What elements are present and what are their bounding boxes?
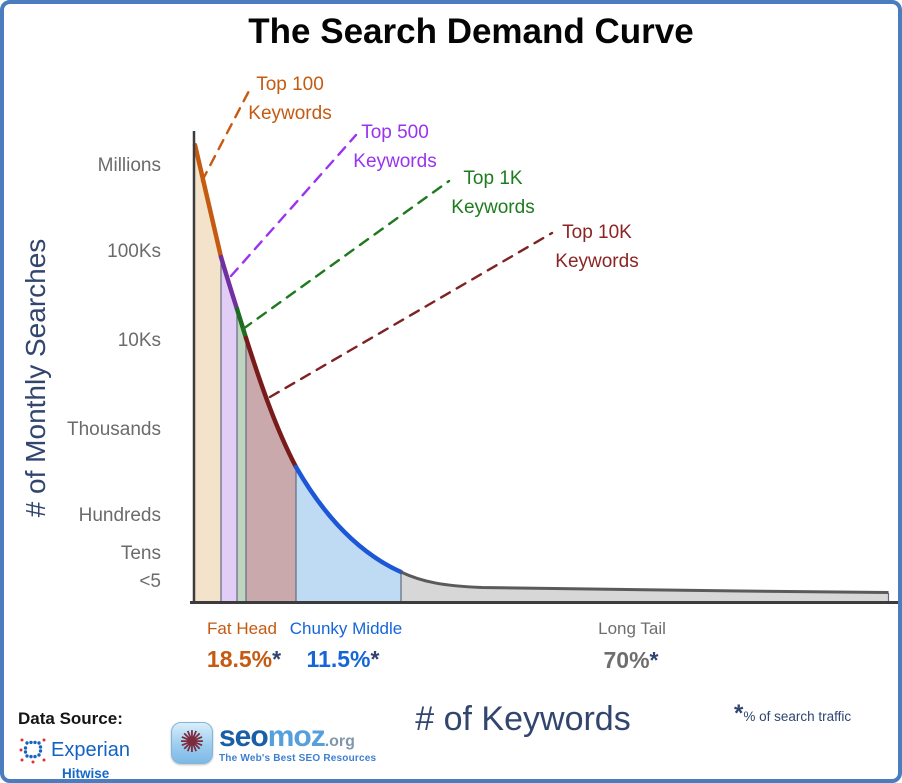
- callout-top-100-line2: Keywords: [248, 103, 332, 124]
- region-pct-fat-head: 18.5%*: [159, 645, 329, 673]
- region-pct-long-tail: 70%*: [546, 646, 716, 674]
- y-tick-10ks: 10Ks: [117, 330, 161, 351]
- footnote: *% of search traffic: [734, 700, 894, 728]
- fat-head-asterisk: *: [272, 646, 282, 672]
- y-tick-thousands: Thousands: [66, 419, 161, 440]
- seomoz-wordmark-moz: moz: [267, 720, 326, 753]
- callout-top-1k: Top 1K Keywords: [418, 164, 568, 222]
- chart-title: The Search Demand Curve: [248, 12, 694, 51]
- top-1k-leader-line: [241, 179, 451, 331]
- callout-top-1k-line2: Keywords: [451, 197, 535, 218]
- y-tick-millions: Millions: [97, 155, 161, 176]
- callout-top-10k-line1: Top 10K: [562, 222, 632, 243]
- seomoz-tagline: The Web's Best SEO Resources: [219, 753, 377, 764]
- x-axis-label: # of Keywords: [415, 700, 631, 738]
- top500-fill: [221, 257, 237, 601]
- callout-top-100: Top 100 Keywords: [215, 70, 365, 128]
- top-500-curve: [218, 254, 240, 312]
- region-pct-chunky-middle: 11.5%*: [258, 645, 428, 673]
- long-tail-percent: 70%: [603, 647, 650, 673]
- seomoz-logo: ✺ seomoz.org The Web's Best SEO Resource…: [171, 722, 376, 764]
- callout-top-500: Top 500 Keywords: [320, 118, 470, 176]
- callout-top-100-line1: Top 100: [256, 74, 324, 95]
- callout-top-500-line2: Keywords: [353, 151, 437, 172]
- top10k-fill: [246, 338, 296, 601]
- y-tick-less-than-5: <5: [139, 571, 161, 592]
- seomoz-wordmark-seo: seo: [219, 720, 269, 753]
- y-tick-tens: Tens: [120, 543, 161, 564]
- data-source-label: Data Source:: [18, 709, 123, 728]
- footnote-asterisk: *: [734, 700, 744, 727]
- top-10k-leader-line: [268, 231, 554, 399]
- fat-head-percent: 18.5%: [206, 646, 273, 672]
- demand-curve-chart: [190, 87, 898, 604]
- top1k-fill: [237, 309, 246, 601]
- chunky-middle-curve: [293, 464, 404, 575]
- callout-top-10k: Top 10K Keywords: [522, 218, 672, 276]
- experian-logo-icon: [19, 738, 46, 764]
- band-separators: [220, 259, 890, 601]
- seomoz-wordmark-org: .org: [324, 733, 355, 750]
- region-label-chunky-middle: Chunky Middle: [289, 619, 403, 638]
- callout-top-500-line1: Top 500: [361, 122, 429, 143]
- chunky-middle-fill: [296, 467, 401, 601]
- long-tail-fill: [401, 572, 889, 601]
- seomoz-flower-icon: ✺: [179, 726, 205, 759]
- region-label-long-tail: Long Tail: [598, 619, 666, 638]
- seomoz-app-tile: ✺: [171, 722, 213, 764]
- top-1k-curve: [234, 306, 249, 341]
- footnote-text: % of search traffic: [743, 709, 852, 724]
- hitwise-wordmark: Hitwise: [62, 766, 110, 781]
- long-tail-curve: [400, 570, 889, 594]
- top-500-leader-line: [229, 133, 358, 278]
- callout-top-1k-line1: Top 1K: [463, 168, 523, 189]
- top-10k-curve: [243, 335, 299, 470]
- top-100-curve: [192, 142, 224, 260]
- long-tail-asterisk: *: [649, 647, 659, 673]
- top-100-leader-line: [200, 87, 252, 183]
- y-tick-100ks: 100Ks: [107, 241, 161, 262]
- experian-hitwise-logo: Experian Hitwise: [18, 735, 168, 781]
- experian-wordmark: Experian: [51, 738, 130, 761]
- region-label-fat-head: Fat Head: [207, 619, 277, 638]
- y-tick-hundreds: Hundreds: [78, 505, 161, 526]
- chunky-middle-asterisk: *: [370, 646, 380, 672]
- callout-top-10k-line2: Keywords: [555, 251, 639, 272]
- chunky-middle-percent: 11.5%: [306, 646, 371, 672]
- fat-head-top100-fill: [194, 145, 221, 601]
